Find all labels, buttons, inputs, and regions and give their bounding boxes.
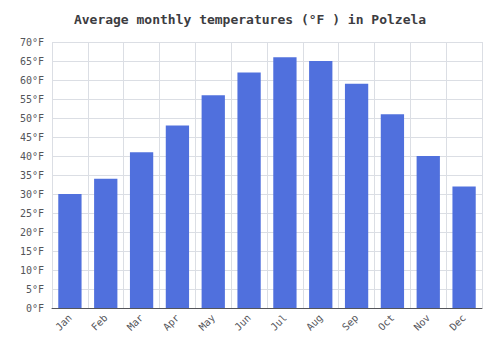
svg-text:Average monthly temperatures (: Average monthly temperatures (°F ) in Po… <box>74 12 426 27</box>
svg-text:0°F: 0°F <box>26 303 44 314</box>
svg-text:Apr: Apr <box>161 312 182 333</box>
svg-text:35°F: 35°F <box>20 170 44 181</box>
svg-text:55°F: 55°F <box>20 94 44 105</box>
svg-text:May: May <box>197 312 218 333</box>
svg-text:Mar: Mar <box>125 312 146 333</box>
svg-text:45°F: 45°F <box>20 132 44 143</box>
svg-text:5°F: 5°F <box>26 284 44 295</box>
svg-text:Jan: Jan <box>53 312 74 333</box>
svg-text:40°F: 40°F <box>20 151 44 162</box>
svg-text:20°F: 20°F <box>20 227 44 238</box>
svg-text:65°F: 65°F <box>20 56 44 67</box>
svg-text:60°F: 60°F <box>20 75 44 86</box>
svg-text:25°F: 25°F <box>20 208 44 219</box>
svg-text:Oct: Oct <box>376 312 397 333</box>
svg-text:70°F: 70°F <box>20 37 44 48</box>
svg-text:10°F: 10°F <box>20 265 44 276</box>
svg-text:Feb: Feb <box>89 312 110 333</box>
svg-text:Nov: Nov <box>412 312 433 333</box>
svg-text:Jul: Jul <box>268 312 289 333</box>
svg-text:Dec: Dec <box>447 312 468 333</box>
svg-text:Aug: Aug <box>304 312 325 333</box>
svg-text:Jun: Jun <box>232 312 253 333</box>
svg-text:Sep: Sep <box>340 312 361 333</box>
svg-text:30°F: 30°F <box>20 189 44 200</box>
svg-text:15°F: 15°F <box>20 246 44 257</box>
svg-text:50°F: 50°F <box>20 113 44 124</box>
